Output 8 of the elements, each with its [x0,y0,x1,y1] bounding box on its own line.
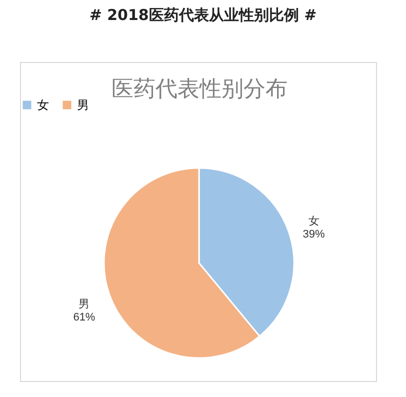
data-label: 39% [302,228,326,241]
chart-subtitle: 医药代表性别分布 [112,76,288,101]
chart-title: # 2018医药代表从业性别比例 # [88,6,318,25]
slice-label: 男 [78,298,90,310]
slice-label: 女 [308,216,320,228]
data-label: 61% [73,311,96,324]
legend-label: 男 [77,98,89,112]
legend-label: 女 [37,98,49,112]
